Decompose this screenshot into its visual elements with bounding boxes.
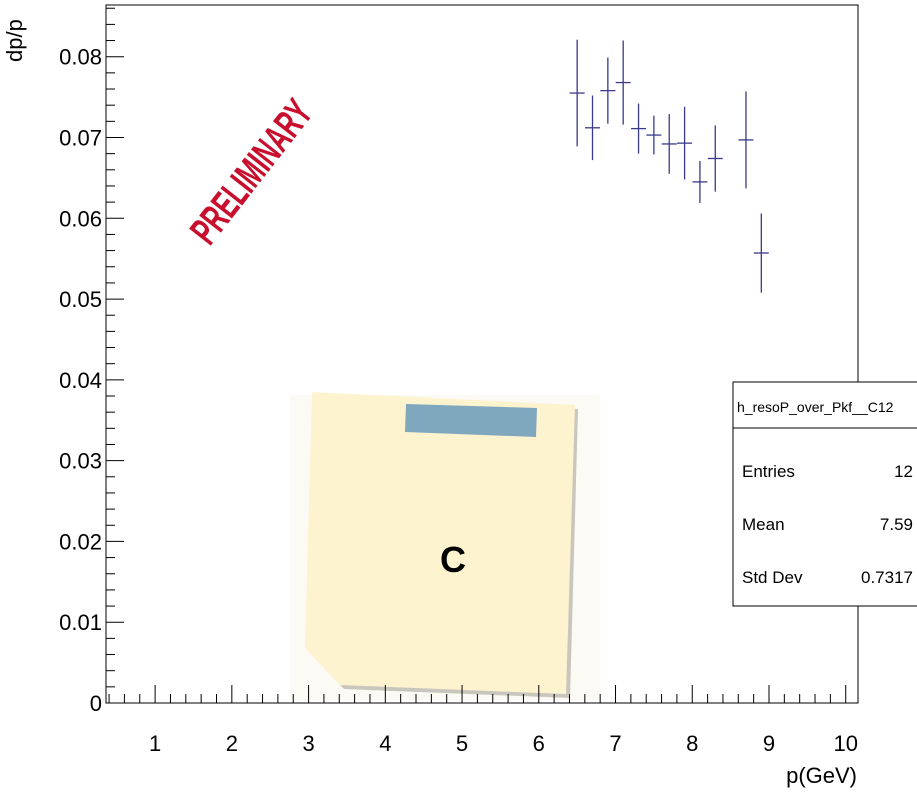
y-tick-label: 0.08 xyxy=(59,45,102,70)
stats-label: Std Dev xyxy=(742,568,803,587)
y-tick-label: 0.07 xyxy=(59,125,102,150)
x-tick-label: 5 xyxy=(456,731,468,756)
y-tick-label: 0.01 xyxy=(59,610,102,635)
x-tick-label: 7 xyxy=(609,731,621,756)
x-tick-label: 8 xyxy=(686,731,698,756)
stats-value: 0.7317 xyxy=(861,568,913,587)
x-tick-label: 1 xyxy=(149,731,161,756)
y-axis-label: dp/p xyxy=(2,19,27,62)
stats-title: h_resoP_over_Pkf__C12 xyxy=(737,399,894,415)
stats-value: 12 xyxy=(894,462,913,481)
x-tick-label: 2 xyxy=(226,731,238,756)
stats-box: h_resoP_over_Pkf__C12 Entries 12 Mean 7.59 S… xyxy=(733,382,917,606)
y-tick-label: 0.05 xyxy=(59,287,102,312)
stats-label: Mean xyxy=(742,515,785,534)
stats-value: 7.59 xyxy=(880,515,913,534)
sticky-note: C xyxy=(290,392,600,700)
y-tick-label: 0.06 xyxy=(59,206,102,231)
x-tick-label: 3 xyxy=(302,731,314,756)
stats-label: Entries xyxy=(742,462,795,481)
note-text: C xyxy=(440,539,466,580)
x-tick-label: 10 xyxy=(833,731,857,756)
y-tick-label: 0 xyxy=(90,691,102,716)
y-tick-label: 0.02 xyxy=(59,529,102,554)
x-axis-label: p(GeV) xyxy=(786,763,857,788)
x-tick-label: 6 xyxy=(533,731,545,756)
x-tick-label: 9 xyxy=(763,731,775,756)
y-tick-label: 0.03 xyxy=(59,449,102,474)
chart: C PRELIMINARY dp/p p(GeV) 1234567891000.… xyxy=(0,0,917,797)
watermark: PRELIMINARY xyxy=(182,92,322,253)
y-tick-label: 0.04 xyxy=(59,368,102,393)
x-tick-label: 4 xyxy=(379,731,391,756)
note-tape xyxy=(405,404,537,437)
